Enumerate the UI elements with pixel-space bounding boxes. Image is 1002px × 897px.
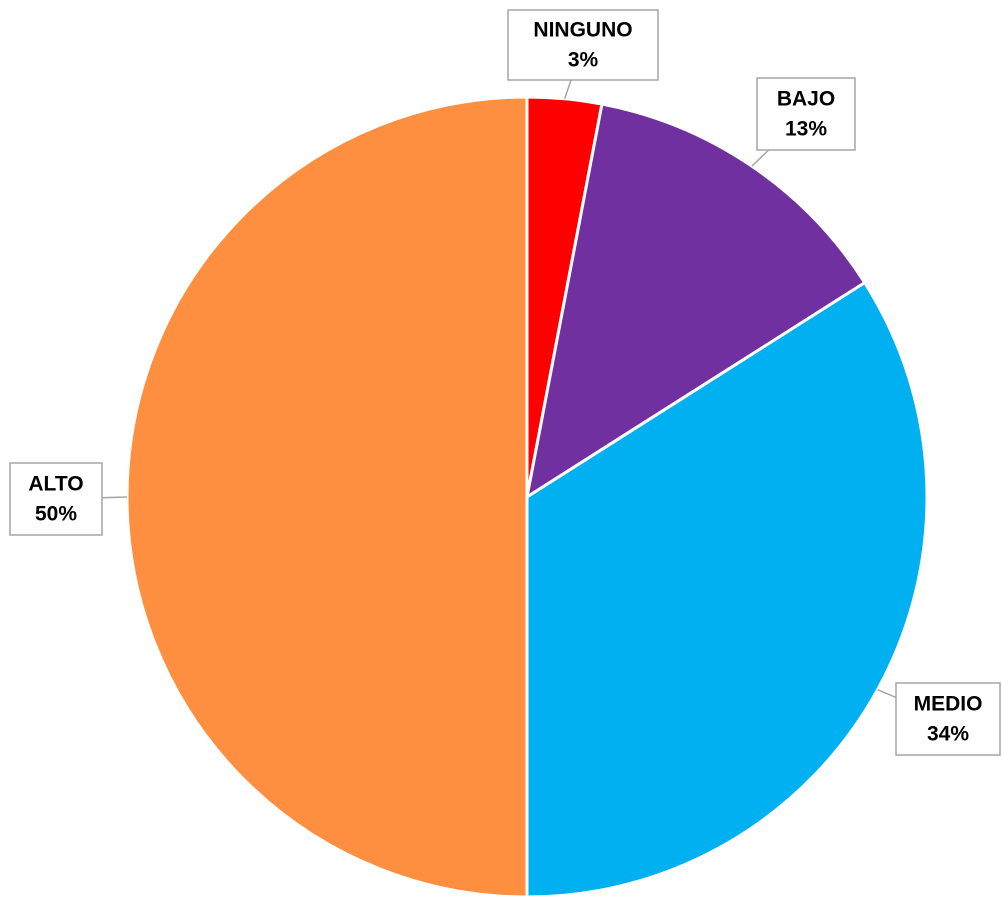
slice-name: BAJO <box>777 88 835 111</box>
leader-line <box>751 149 770 167</box>
slice-value-label: 3% <box>568 49 599 72</box>
label-box <box>9 462 103 536</box>
slice-name: ALTO <box>28 473 83 496</box>
leader-line <box>563 79 572 100</box>
slice-value-label: 13% <box>785 118 827 141</box>
label-box <box>756 77 856 151</box>
slice-name: MEDIO <box>914 693 983 716</box>
slice-value-label: 50% <box>35 503 77 526</box>
pie-slice <box>125 95 529 897</box>
label-box <box>507 9 659 81</box>
leader-line <box>101 496 128 499</box>
slice-value-label: 34% <box>927 723 969 746</box>
leader-line <box>877 689 897 699</box>
slice-name: NINGUNO <box>533 19 632 42</box>
label-box <box>895 682 1001 756</box>
